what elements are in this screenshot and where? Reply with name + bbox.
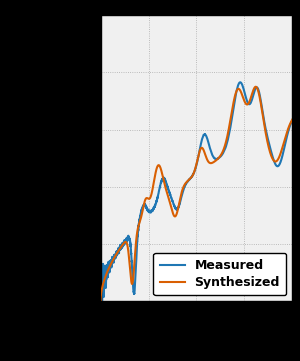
Measured (100, 314, 103, 318)
Measured (181, 191, 184, 195)
Measured (132, 290, 136, 295)
Synthesized (287, 125, 291, 129)
Line: Measured: Measured (100, 82, 292, 316)
Measured (238, 80, 242, 84)
Measured (121, 242, 124, 247)
Synthesized (172, 214, 176, 218)
Synthesized (266, 143, 270, 147)
Measured (291, 118, 294, 122)
Measured (99, 296, 102, 301)
Measured (287, 127, 291, 131)
Measured (266, 138, 270, 142)
Legend: Measured, Synthesized: Measured, Synthesized (153, 253, 286, 295)
Synthesized (132, 269, 136, 274)
Synthesized (291, 117, 294, 121)
Synthesized (121, 243, 124, 247)
Synthesized (181, 187, 184, 192)
Synthesized (99, 299, 102, 304)
Synthesized (254, 84, 258, 89)
Measured (172, 204, 176, 208)
Line: Synthesized: Synthesized (100, 87, 292, 301)
